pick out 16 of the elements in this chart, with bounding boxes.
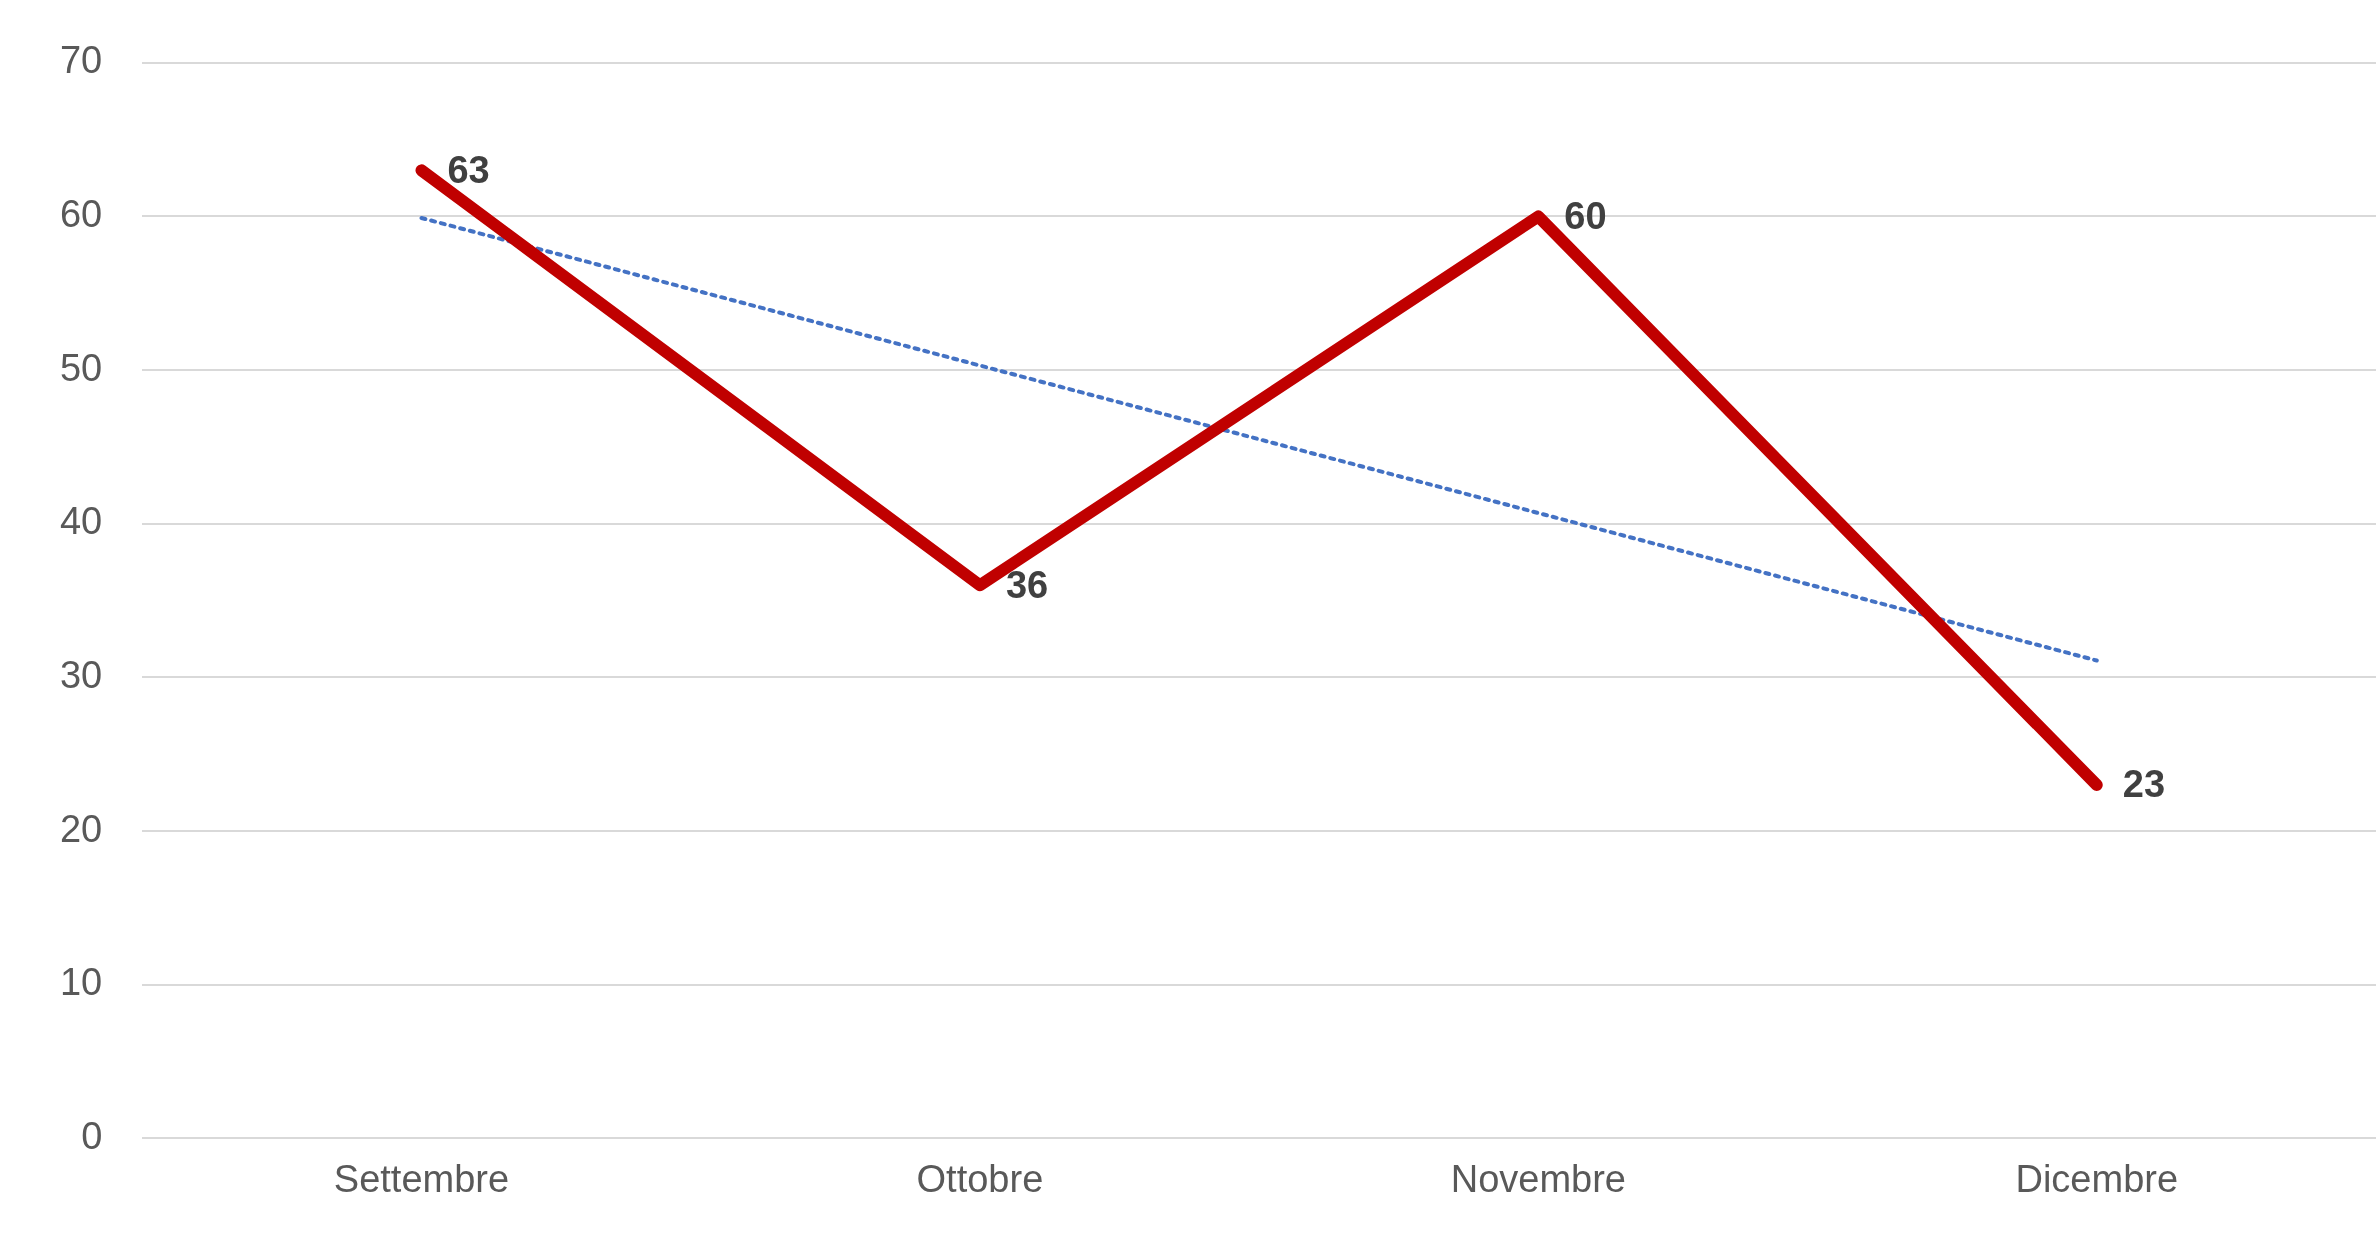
y-tick-label: 50 [59,346,103,389]
data-label: 63 [447,148,490,191]
data-label: 60 [1564,194,1607,237]
x-tick-label: Ottobre [916,1157,1044,1200]
y-tick-label: 60 [59,192,103,235]
y-tick-label: 70 [59,39,103,82]
data-label: 36 [1005,563,1049,606]
y-tick-label: 40 [59,500,103,543]
data-label: 23 [2122,763,2166,806]
y-tick-label: 20 [59,807,103,850]
y-tick-label: 30 [59,653,103,696]
x-tick-label: Novembre [1450,1157,1626,1200]
x-tick-label: Settembre [333,1157,510,1200]
y-tick-label: 10 [59,961,103,1004]
x-tick-label: Dicembre [2015,1157,2179,1200]
y-tick-label: 0 [81,1114,103,1157]
